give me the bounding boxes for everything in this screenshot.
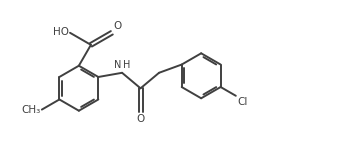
Text: N: N	[114, 60, 122, 70]
Text: Cl: Cl	[237, 97, 247, 107]
Text: H: H	[123, 60, 130, 70]
Text: HO: HO	[53, 27, 69, 37]
Text: O: O	[136, 114, 145, 124]
Text: CH₃: CH₃	[22, 105, 41, 115]
Text: O: O	[113, 21, 121, 31]
